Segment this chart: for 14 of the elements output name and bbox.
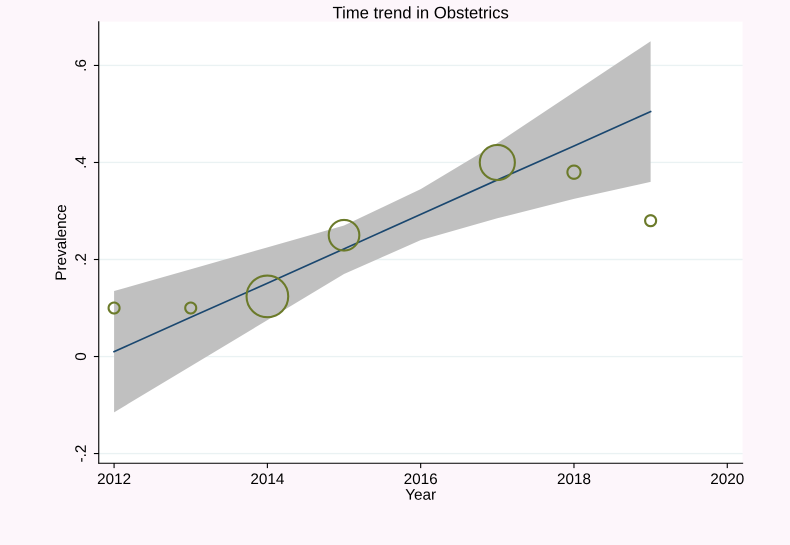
y-tick-label: .6	[75, 60, 86, 70]
y-axis-title: Prevalence	[54, 204, 66, 280]
y-tick-label: 0	[75, 352, 86, 360]
y-tick-label: .4	[75, 156, 86, 168]
y-tick-label: .2	[75, 254, 86, 264]
y-tick-label: -.2	[75, 445, 86, 462]
x-tick-label: 2016	[404, 473, 437, 484]
x-tick-label: 2014	[251, 473, 284, 484]
chart-title: Time trend in Obstetrics	[332, 6, 508, 19]
line-series	[113, 110, 652, 353]
x-tick-label: 2012	[98, 473, 130, 484]
x-tick-label: 2018	[558, 473, 590, 484]
x-tick-label: 2020	[711, 473, 744, 484]
x-axis-title: Year	[406, 489, 436, 500]
